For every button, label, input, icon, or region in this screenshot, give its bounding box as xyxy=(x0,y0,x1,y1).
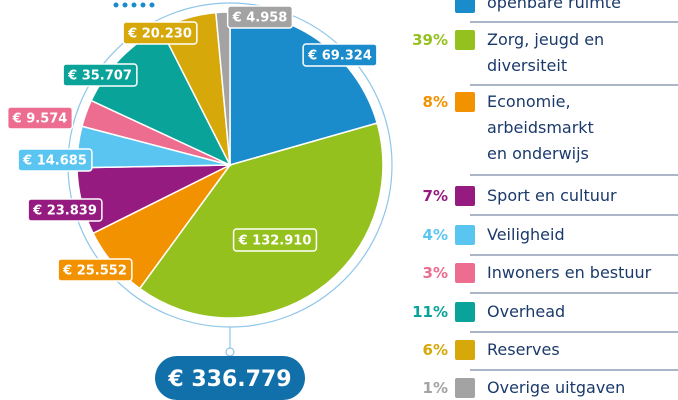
value-label-box xyxy=(27,198,103,222)
value-label-box xyxy=(226,5,294,29)
value-label-text: € 20.230 xyxy=(127,27,192,42)
value-label-text: € 9.574 xyxy=(12,112,68,127)
value-label-text: € 23.839 xyxy=(32,204,97,219)
legend-swatch xyxy=(455,30,475,50)
legend-swatch xyxy=(455,378,475,398)
value-label: € 23.839 xyxy=(27,198,103,222)
legend-label: openbare ruimte xyxy=(487,0,621,12)
value-label-text: € 132.910 xyxy=(238,234,312,249)
legend-percent: 11% xyxy=(412,303,448,321)
value-label: € 35.707 xyxy=(62,63,138,87)
value-label: € 25.552 xyxy=(57,258,133,282)
legend-swatch xyxy=(455,92,475,112)
legend-label: Veiligheid xyxy=(487,225,565,244)
legend-percent: 7% xyxy=(422,187,448,205)
value-label-box xyxy=(302,43,378,67)
value-label-box xyxy=(57,258,133,282)
legend-swatch xyxy=(455,340,475,360)
value-label-text: € 69.324 xyxy=(307,49,372,64)
legend-label: Zorg, jeugd en diversiteit xyxy=(487,30,605,75)
value-label-box xyxy=(62,63,138,87)
legend-percent: 39% xyxy=(412,31,448,49)
legend-label: Overige uitgaven xyxy=(487,378,626,397)
value-label-text: € 14.685 xyxy=(22,154,87,169)
value-label: € 69.324 xyxy=(302,43,378,67)
value-label-box xyxy=(122,21,198,45)
decor-dots xyxy=(113,2,155,8)
legend-percent: 8% xyxy=(422,93,448,111)
legend-label: Overhead xyxy=(487,302,566,321)
legend-label: Sport en cultuur xyxy=(487,186,617,205)
value-label: € 4.958 xyxy=(226,5,294,29)
legend-swatch xyxy=(455,302,475,322)
total-label: € 336.779 xyxy=(167,367,291,392)
legend-percent: 6% xyxy=(422,341,448,359)
value-label: € 20.230 xyxy=(122,21,198,45)
legend-swatch xyxy=(455,263,475,283)
legend-label: Inwoners en bestuur xyxy=(487,263,652,282)
pie-slice xyxy=(138,122,384,319)
value-label: € 132.910 xyxy=(232,228,318,252)
value-label-text: € 4.958 xyxy=(232,11,288,26)
value-label: € 9.574 xyxy=(6,106,74,130)
value-label-text: € 25.552 xyxy=(62,264,127,279)
legend-label: Reserves xyxy=(487,340,560,359)
legend-percent: 3% xyxy=(422,264,448,282)
connector-dot xyxy=(225,347,235,357)
legend-percent: 4% xyxy=(422,226,448,244)
legend-label: Economie, arbeidsmarkt en onderwijs xyxy=(487,92,594,163)
legend-percent: 1% xyxy=(422,379,448,397)
legend-swatch xyxy=(455,0,475,13)
value-label-text: € 35.707 xyxy=(67,69,132,84)
value-label-box xyxy=(6,106,74,130)
value-label: € 14.685 xyxy=(17,148,93,172)
value-label-box xyxy=(17,148,93,172)
legend-swatch xyxy=(455,186,475,206)
value-label-box xyxy=(232,228,318,252)
legend-swatch xyxy=(455,225,475,245)
total-pill xyxy=(155,356,305,400)
